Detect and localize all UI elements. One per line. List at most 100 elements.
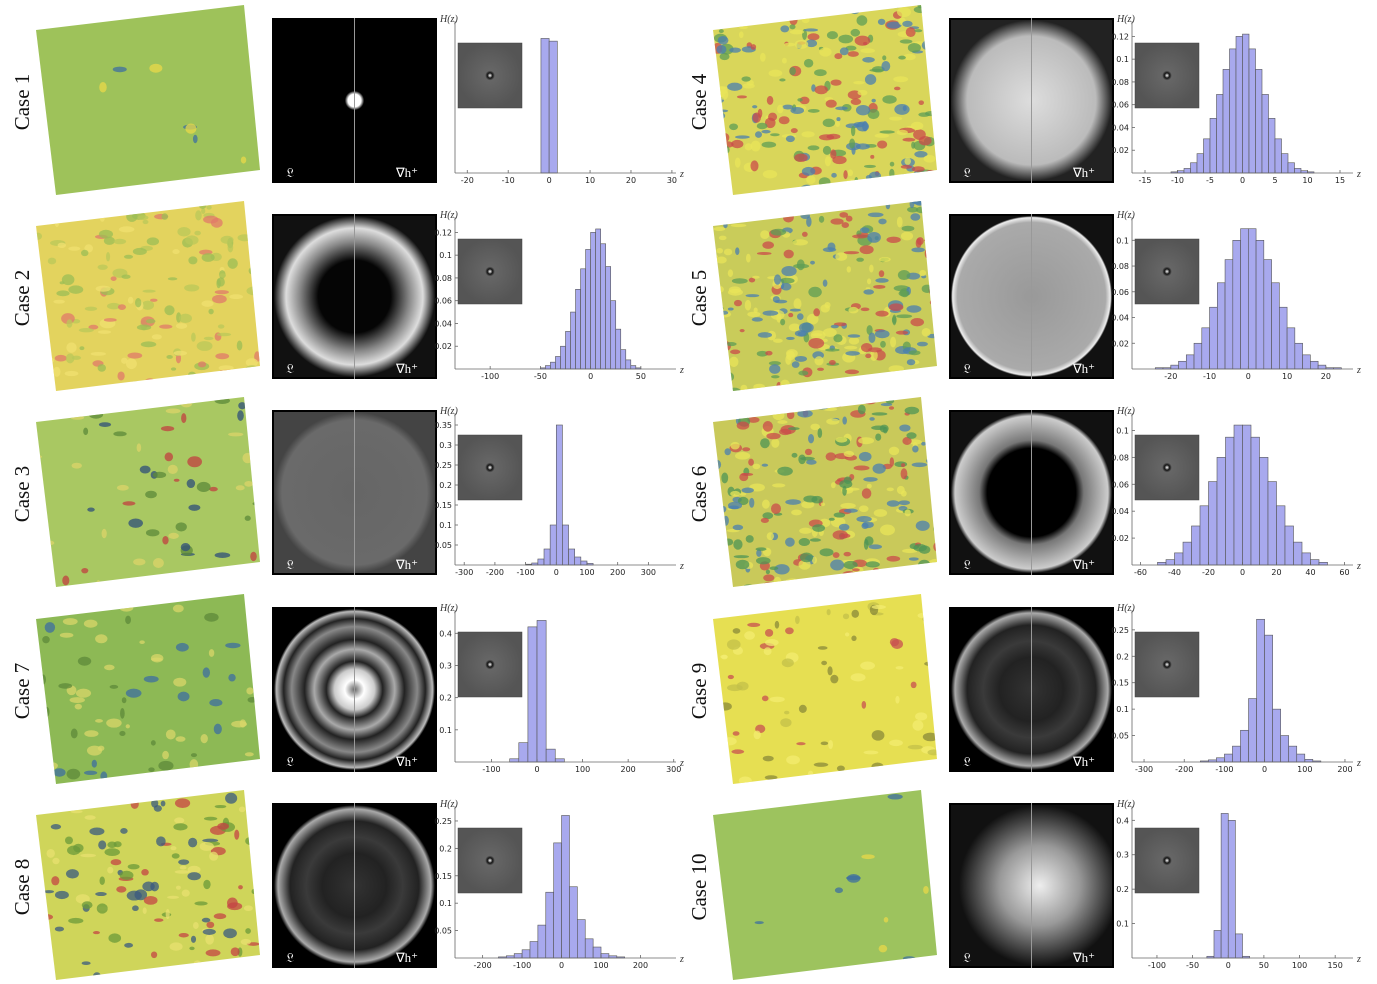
surface-blob: [867, 231, 881, 243]
surface-blob: [896, 216, 903, 228]
spectrum-label: 𝔏: [963, 950, 971, 965]
surface-blob: [910, 121, 924, 131]
surface-blob: [903, 53, 916, 61]
surface-blob: [713, 499, 718, 504]
surface-blob: [847, 169, 854, 177]
x-tick-label: -200: [1175, 765, 1193, 774]
surface-blob: [786, 336, 795, 340]
surface-blob: [166, 355, 173, 359]
x-tick-label: 100: [579, 568, 594, 577]
surface-blob: [204, 612, 219, 622]
surface-blob: [46, 848, 55, 858]
surface-blob: [716, 247, 724, 254]
x-tick-label: 0: [547, 176, 552, 185]
surface-blob: [718, 235, 727, 241]
surface-blob: [193, 922, 199, 930]
surface-blob: [57, 242, 66, 249]
surface-blob: [223, 369, 229, 376]
surface-blob: [918, 100, 924, 106]
surface-blob: [735, 135, 750, 139]
case-label: Case 6: [687, 466, 711, 523]
bar: [548, 40, 558, 174]
surface-blob: [888, 386, 895, 391]
surface-blob: [835, 121, 840, 127]
surface-blob: [895, 666, 904, 670]
case-label: Case 2: [10, 270, 34, 327]
surface-blob: [825, 348, 840, 352]
surface-blob: [828, 739, 834, 750]
surface-blob: [36, 454, 43, 459]
surface-blob: [713, 583, 727, 587]
y-axis-label: H(z): [1116, 603, 1135, 614]
surface-blob: [890, 336, 897, 348]
surface-blob: [744, 631, 755, 640]
bar: [1272, 708, 1281, 763]
y-tick-label: 0.08: [434, 274, 452, 283]
surface-blob: [213, 723, 222, 735]
y-tick-label: 0.02: [1111, 339, 1129, 348]
surface-blob: [73, 843, 84, 853]
spectrum-label: ∇h⁺: [395, 361, 418, 376]
surface-blob: [915, 712, 928, 721]
x-tick-label: -10: [1203, 372, 1216, 381]
x-tick-label: -20: [1164, 372, 1177, 381]
surface-blob: [713, 756, 723, 766]
bar: [1276, 505, 1286, 566]
surface-blob: [768, 206, 783, 211]
surface-blob: [854, 35, 871, 46]
case-label: Case 5: [687, 270, 711, 327]
surface-blob: [863, 164, 876, 168]
surface-blob: [197, 361, 207, 368]
surface-blob: [785, 627, 794, 635]
surface-blob: [178, 933, 189, 938]
surface-blob: [740, 384, 748, 391]
surface-blob: [39, 674, 46, 685]
surface-blob: [926, 457, 936, 464]
surface-blob: [853, 121, 865, 128]
surface-blob: [765, 639, 779, 646]
surface-blob: [119, 730, 126, 737]
surface-blob: [763, 647, 772, 656]
surface-blob: [779, 277, 795, 284]
y-tick-label: 0.1: [1116, 920, 1129, 929]
surface-blob: [127, 790, 143, 796]
surface-blob: [896, 129, 908, 136]
surface-blob: [733, 539, 743, 550]
surface-blob: [138, 204, 150, 212]
surface-blob: [860, 201, 875, 206]
surface-blob: [899, 173, 912, 182]
surface-blob: [164, 452, 174, 462]
surface-blob: [843, 560, 858, 570]
surface-blob: [107, 841, 117, 848]
bar: [1242, 424, 1252, 566]
x-tick-label: 0: [1226, 961, 1231, 970]
x-tick-label: 0: [1240, 176, 1245, 185]
surface-blob: [713, 118, 717, 128]
surface-blob: [762, 421, 773, 432]
bar: [561, 815, 570, 959]
surface-blob: [731, 139, 744, 149]
y-tick-label: 0.04: [1111, 314, 1129, 323]
surface-blob: [713, 305, 724, 311]
surface-blob: [36, 524, 41, 531]
surface-blob: [793, 298, 802, 310]
surface-blob: [756, 251, 772, 255]
surface-blob: [835, 106, 848, 111]
surface-blob: [780, 25, 790, 33]
surface-blob: [896, 376, 913, 386]
surface-blob: [106, 251, 111, 262]
x-tick-label: -200: [474, 961, 492, 970]
surface-blob: [750, 402, 760, 408]
surface-blob: [769, 696, 785, 703]
bar: [580, 560, 588, 566]
surface-blob: [101, 528, 107, 539]
surface-blob: [808, 337, 825, 349]
surface-blob: [792, 397, 807, 408]
surface-blob: [818, 192, 824, 195]
surface-blob: [820, 397, 834, 400]
surface-blob: [854, 176, 859, 188]
surface-image: [713, 201, 937, 391]
surface-blob: [772, 483, 786, 488]
y-tick-label: 0.3: [439, 661, 452, 670]
surface-blob: [780, 318, 786, 326]
